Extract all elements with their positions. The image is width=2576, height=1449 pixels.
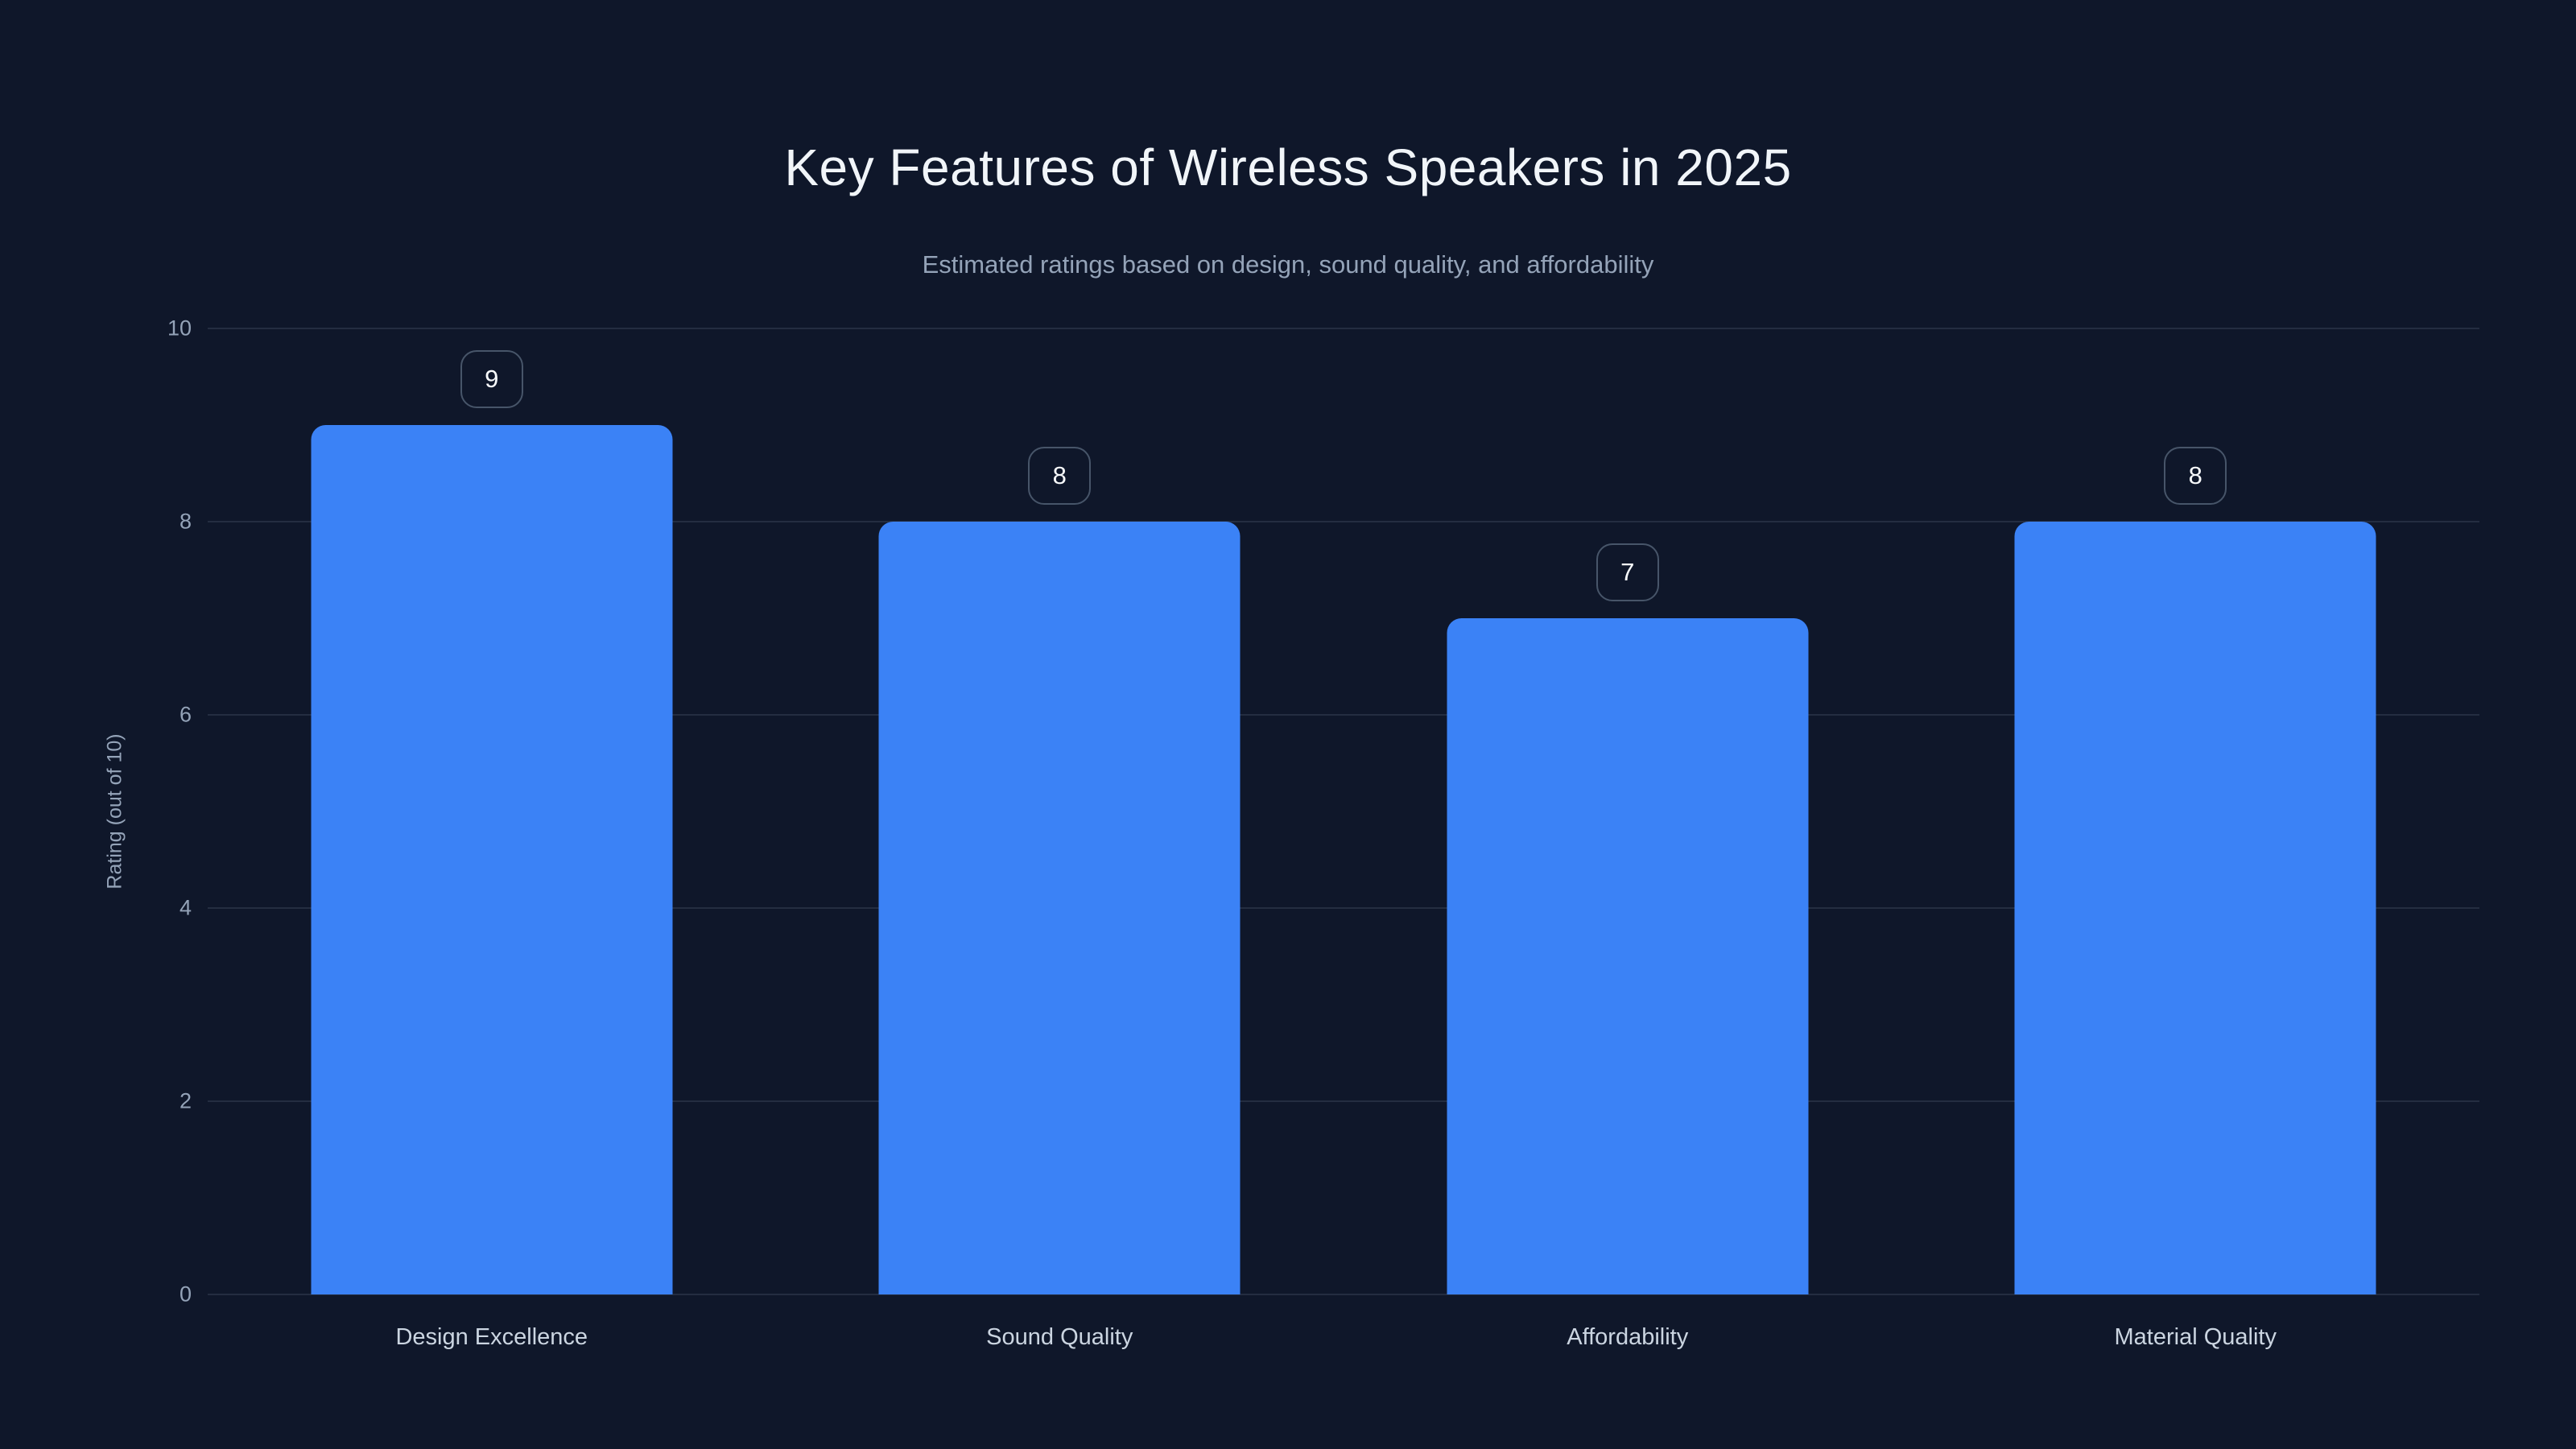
gridline-y-10 xyxy=(208,328,2479,329)
plot-area: 0 2 4 6 8 10 9 Design Excellence 8 Sound Quality 7… xyxy=(167,317,2480,1350)
bar-group-2: 7 Affordability xyxy=(1344,328,1912,1350)
gridline-y-6 xyxy=(208,714,2479,716)
bar-0 xyxy=(311,425,673,1294)
value-badge-0: 9 xyxy=(460,350,523,408)
bar-group-1: 8 Sound Quality xyxy=(776,328,1344,1350)
bar-2 xyxy=(1447,618,1809,1294)
value-badge-1: 8 xyxy=(1028,447,1092,505)
gridline-y-8 xyxy=(208,521,2479,522)
x-category-label-3: Material Quality xyxy=(2114,1324,2277,1350)
y-tick-label-6: 6 xyxy=(179,702,192,727)
bar-3 xyxy=(2014,522,2376,1294)
bar-1 xyxy=(878,522,1241,1294)
x-category-label-2: Affordability xyxy=(1567,1324,1689,1350)
value-badge-2: 7 xyxy=(1596,543,1659,601)
value-badge-3: 8 xyxy=(2164,447,2227,505)
x-category-label-0: Design Excellence xyxy=(395,1324,588,1350)
gridline-y-0 xyxy=(208,1294,2479,1295)
chart-title: Key Features of Wireless Speakers in 202… xyxy=(784,138,1792,196)
y-tick-label-8: 8 xyxy=(179,509,192,534)
bar-group-3: 8 Material Quality xyxy=(1912,328,2480,1350)
y-axis-title: Rating (out of 10) xyxy=(103,733,126,890)
y-tick-label-0: 0 xyxy=(179,1282,192,1307)
y-tick-label-2: 2 xyxy=(179,1088,192,1113)
y-tick-label-10: 10 xyxy=(167,316,192,341)
y-tick-label-4: 4 xyxy=(179,895,192,920)
bar-group-0: 9 Design Excellence xyxy=(208,328,776,1350)
x-category-label-1: Sound Quality xyxy=(986,1324,1133,1350)
gridline-y-4 xyxy=(208,907,2479,909)
gridline-y-2 xyxy=(208,1100,2479,1102)
chart-subtitle: Estimated ratings based on design, sound… xyxy=(922,250,1654,279)
